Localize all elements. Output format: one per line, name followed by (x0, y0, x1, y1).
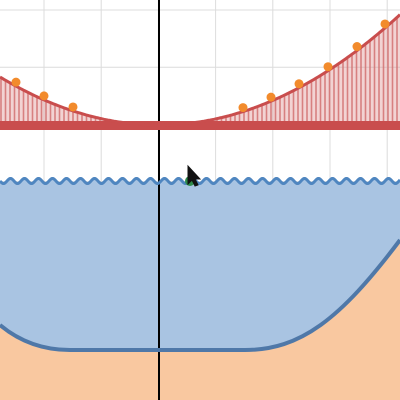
orange-point (68, 102, 78, 112)
orange-point (352, 42, 362, 52)
cursor (187, 164, 202, 187)
orange-point (266, 92, 276, 102)
orange-point (294, 79, 304, 89)
red-baseline (0, 121, 400, 130)
orange-point (323, 62, 333, 72)
red-stripes (0, 17, 398, 125)
red-curve (0, 13, 400, 127)
orange-region (0, 240, 400, 400)
orange-point (11, 77, 21, 87)
orange-point (238, 103, 248, 113)
blue-region (0, 178, 400, 350)
orange-points (11, 19, 390, 113)
red-region (0, 14, 400, 126)
orange-point (380, 19, 390, 29)
blue-curve (0, 238, 400, 352)
orange-point (39, 91, 49, 101)
wavy-line (0, 177, 400, 185)
